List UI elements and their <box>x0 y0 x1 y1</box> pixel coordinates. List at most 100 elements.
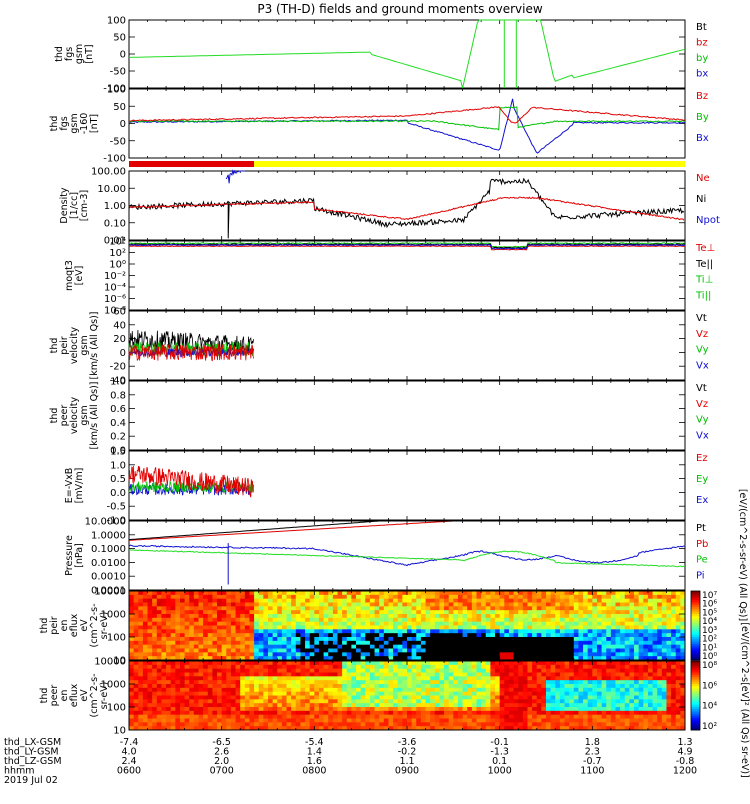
peirspec-cell <box>555 652 560 656</box>
peirspec-cell <box>388 641 393 645</box>
peerspec-cell <box>426 669 431 673</box>
peirspec-cell <box>458 622 463 626</box>
peerspec-cell <box>509 665 514 669</box>
peerspec-cell <box>481 699 486 703</box>
peirspec-cell <box>578 637 583 641</box>
temp-frame <box>129 241 685 310</box>
peirspec-cell <box>305 652 310 656</box>
peirspec-cell <box>481 633 486 637</box>
peerspec-cell <box>365 673 370 677</box>
peirspec-cell <box>458 595 463 599</box>
peirspec-cell <box>500 641 505 645</box>
peerspec-cell <box>504 684 509 688</box>
peirspec-cell <box>671 641 676 645</box>
peerspec-cell <box>481 688 486 692</box>
peerspec-cell <box>249 692 254 696</box>
peirspec-cell <box>175 626 180 630</box>
temp-ytick-label: 10² <box>109 248 126 259</box>
peerspec-cell <box>565 673 570 677</box>
peerspec-cell <box>138 688 143 692</box>
peirspec-cell <box>449 591 454 595</box>
peerspec-cell <box>236 669 241 673</box>
peirspec-cell <box>527 614 532 618</box>
peirspec-cell <box>495 595 500 599</box>
pressure-pi <box>129 545 685 565</box>
peerspec-cell <box>212 715 217 719</box>
peerspec-cell <box>356 696 361 700</box>
temp-ytick-label: 10⁻² <box>104 271 126 282</box>
efield-legend-item: Ey <box>696 474 708 485</box>
peirspec-cell <box>402 633 407 637</box>
peerspec-cell <box>481 707 486 711</box>
peerspec-cell <box>472 684 477 688</box>
peerspec-cell <box>616 661 621 665</box>
peerspec-cell <box>611 699 616 703</box>
peirspec-cell <box>625 610 630 614</box>
peerspec-cell <box>282 696 287 700</box>
peerspec-cell <box>384 676 389 680</box>
peirspec-cell <box>546 649 551 653</box>
peirspec-cell <box>648 599 653 603</box>
peerspec-cell <box>194 673 199 677</box>
peirspec-cell <box>578 610 583 614</box>
peirspec-cell <box>287 599 292 603</box>
peerspec-cell <box>523 711 528 715</box>
peirspec-cell <box>388 599 393 603</box>
peirspec-cell <box>620 606 625 610</box>
peerspec-cell <box>189 711 194 715</box>
peirspec-cell <box>171 629 176 633</box>
peerspec-cell <box>231 719 236 723</box>
peirspec-cell <box>602 591 607 595</box>
peerspec-cell <box>523 684 528 688</box>
peirspec-cell <box>236 649 241 653</box>
peirspec-cell <box>634 626 639 630</box>
peerspec-cell <box>148 669 153 673</box>
peirspec-cell <box>458 633 463 637</box>
peirspec-cell <box>166 649 171 653</box>
peerspec-cell <box>148 684 153 688</box>
peerspec-cell <box>319 673 324 677</box>
peerspec-cell <box>370 722 375 726</box>
peirspec-cell <box>305 591 310 595</box>
peirspec-cell <box>310 610 315 614</box>
peerspec-cell <box>356 699 361 703</box>
peerspec-cell <box>435 688 440 692</box>
peerspec-cell <box>393 669 398 673</box>
efield-legend-item: Ez <box>696 453 708 464</box>
peerspec-cell <box>157 688 162 692</box>
peerspec-cell <box>490 684 495 688</box>
peirspec-cell <box>625 649 630 653</box>
peirspec-cell <box>671 599 676 603</box>
peirspec-cell <box>212 652 217 656</box>
peirspec-cell <box>152 629 157 633</box>
peerspec-cell <box>356 692 361 696</box>
temp-ylabel-line: [eV] <box>74 266 85 286</box>
peerspec-cell <box>129 715 134 719</box>
peirspec-cell <box>421 641 426 645</box>
peirspec-cell <box>300 618 305 622</box>
peerspec-cell <box>426 680 431 684</box>
peirspec-cell <box>407 606 412 610</box>
peirspec-cell <box>398 610 403 614</box>
peerspec-cell <box>435 707 440 711</box>
peerspec-cell <box>407 665 412 669</box>
peirspec-cell <box>310 629 315 633</box>
peerspec-cell <box>375 676 380 680</box>
peirspec-cell <box>643 645 648 649</box>
peerspec-cell <box>398 669 403 673</box>
peirspec-cell <box>287 641 292 645</box>
peerspec-cell <box>282 692 287 696</box>
peerspec-cell <box>300 692 305 696</box>
peerspec-cell <box>305 696 310 700</box>
peirspec-cell <box>481 591 486 595</box>
peerspec-cell <box>504 692 509 696</box>
peirspec-cell <box>444 595 449 599</box>
peirspec-cell <box>166 599 171 603</box>
peirspec-cell <box>351 649 356 653</box>
peerspec-cell <box>194 719 199 723</box>
peirspec-cell <box>453 626 458 630</box>
peirspec-cell <box>569 603 574 607</box>
density-legend-item: Npot <box>696 215 720 226</box>
peerspec-cell <box>351 665 356 669</box>
peirspec-cell <box>676 641 681 645</box>
